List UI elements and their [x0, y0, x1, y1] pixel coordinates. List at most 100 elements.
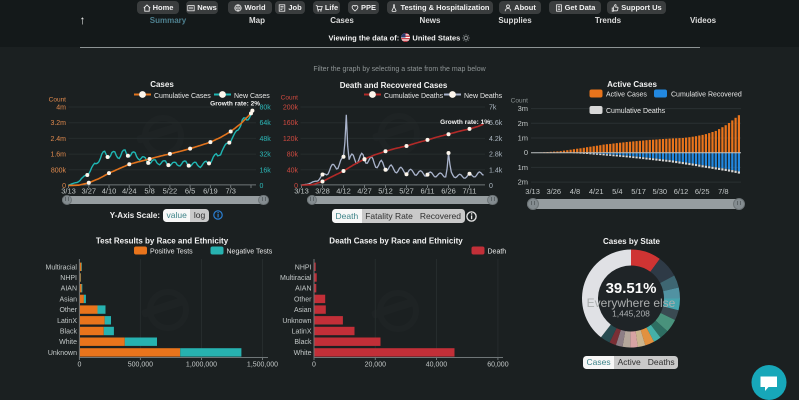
- svg-text:40k: 40k: [287, 167, 299, 174]
- svg-text:Unknown: Unknown: [48, 350, 77, 357]
- svg-text:Count: Count: [281, 95, 299, 102]
- svg-text:Count: Count: [49, 97, 67, 104]
- svg-text:4/12: 4/12: [336, 187, 351, 196]
- svg-text:LatinX: LatinX: [292, 329, 312, 336]
- svg-text:3/13: 3/13: [61, 187, 76, 196]
- svg-text:Active Cases: Active Cases: [607, 80, 657, 89]
- svg-text:4/21: 4/21: [589, 187, 604, 196]
- svg-text:6/5: 6/5: [185, 187, 195, 196]
- svg-text:4/24: 4/24: [122, 187, 137, 196]
- svg-text:Multiracial: Multiracial: [280, 275, 312, 282]
- svg-text:5/27: 5/27: [399, 187, 414, 196]
- svg-text:Test Results by Race and Ethni: Test Results by Race and Ethnicity: [96, 237, 229, 246]
- svg-text:7/11: 7/11: [462, 187, 476, 196]
- svg-text:Asian: Asian: [294, 307, 312, 314]
- svg-text:Everywhere else: Everywhere else: [587, 296, 676, 310]
- svg-text:0: 0: [62, 183, 66, 190]
- svg-text:6/19: 6/19: [203, 187, 218, 196]
- svg-text:0: 0: [524, 148, 528, 157]
- svg-text:0: 0: [312, 362, 316, 369]
- svg-text:5/4: 5/4: [612, 187, 622, 196]
- svg-text:Other: Other: [294, 296, 312, 303]
- svg-text:60,000: 60,000: [487, 362, 509, 369]
- svg-text:3/26: 3/26: [546, 187, 561, 196]
- svg-text:Death: Death: [488, 249, 507, 256]
- svg-text:1,500,000: 1,500,000: [247, 362, 278, 369]
- svg-text:1m: 1m: [518, 163, 528, 172]
- svg-text:3.2m: 3.2m: [50, 120, 66, 127]
- svg-text:Cumulative Recovered: Cumulative Recovered: [671, 92, 742, 99]
- svg-text:3/13: 3/13: [525, 187, 540, 196]
- svg-text:1.6m: 1.6m: [50, 152, 66, 159]
- svg-text:Count: Count: [511, 98, 529, 105]
- svg-text:Death and Recovered Cases: Death and Recovered Cases: [340, 81, 448, 90]
- svg-text:64k: 64k: [260, 120, 272, 127]
- svg-text:32k: 32k: [260, 152, 272, 159]
- svg-text:200k: 200k: [283, 105, 299, 112]
- svg-text:Cases: Cases: [150, 80, 174, 89]
- svg-text:4.2k: 4.2k: [489, 136, 503, 143]
- svg-text:New Cases: New Cases: [234, 93, 270, 100]
- svg-text:Active Cases: Active Cases: [606, 92, 647, 99]
- svg-text:Cumulative Cases: Cumulative Cases: [154, 93, 211, 100]
- svg-text:4/27: 4/27: [357, 187, 372, 196]
- svg-text:2.4m: 2.4m: [50, 136, 66, 143]
- svg-text:5/22: 5/22: [163, 187, 178, 196]
- svg-text:48k: 48k: [260, 136, 272, 143]
- svg-text:80k: 80k: [260, 105, 272, 112]
- svg-text:NHPI: NHPI: [295, 264, 312, 271]
- svg-text:5/30: 5/30: [652, 187, 667, 196]
- svg-text:0: 0: [77, 362, 81, 369]
- svg-text:Asian: Asian: [59, 296, 77, 303]
- svg-text:1,445,208: 1,445,208: [612, 309, 650, 319]
- svg-text:White: White: [59, 339, 77, 346]
- svg-text:2.8k: 2.8k: [489, 152, 503, 159]
- svg-text:0: 0: [294, 183, 298, 190]
- svg-text:AIAN: AIAN: [61, 286, 77, 293]
- svg-text:0: 0: [489, 183, 493, 190]
- svg-text:Cases by State: Cases by State: [603, 237, 660, 246]
- svg-text:Other: Other: [59, 307, 77, 314]
- svg-text:Death Cases by Race and Ethnic: Death Cases by Race and Ethnicity: [329, 237, 463, 246]
- svg-text:0: 0: [260, 183, 264, 190]
- svg-text:80k: 80k: [287, 152, 299, 159]
- svg-text:3/27: 3/27: [81, 187, 96, 196]
- svg-text:500,000: 500,000: [128, 362, 153, 369]
- svg-text:40,000: 40,000: [426, 362, 448, 369]
- svg-text:Positive Tests: Positive Tests: [150, 249, 193, 256]
- svg-text:800k: 800k: [51, 167, 67, 174]
- svg-text:2m: 2m: [518, 119, 528, 128]
- svg-text:New Deaths: New Deaths: [464, 93, 503, 100]
- svg-text:6/12: 6/12: [674, 187, 689, 196]
- svg-text:7k: 7k: [489, 105, 497, 112]
- svg-text:Cumulative Deaths: Cumulative Deaths: [384, 93, 444, 100]
- svg-text:Multiracial: Multiracial: [45, 264, 77, 271]
- svg-text:1,000,000: 1,000,000: [186, 362, 217, 369]
- svg-text:NHPI: NHPI: [60, 275, 77, 282]
- svg-text:5/8: 5/8: [144, 187, 154, 196]
- svg-text:6/25: 6/25: [695, 187, 710, 196]
- svg-text:AIAN: AIAN: [295, 286, 311, 293]
- svg-text:Unknown: Unknown: [282, 318, 311, 325]
- svg-text:2m: 2m: [518, 178, 528, 187]
- svg-text:Negative Tests: Negative Tests: [227, 249, 273, 256]
- svg-text:39.51%: 39.51%: [606, 280, 657, 297]
- svg-text:16k: 16k: [260, 167, 272, 174]
- svg-text:4/10: 4/10: [102, 187, 117, 196]
- svg-text:3/13: 3/13: [294, 187, 309, 196]
- svg-text:6/11: 6/11: [420, 187, 434, 196]
- svg-text:5.6k: 5.6k: [489, 120, 503, 127]
- svg-text:5/12: 5/12: [378, 187, 393, 196]
- svg-text:20,000: 20,000: [365, 362, 387, 369]
- svg-text:6/26: 6/26: [441, 187, 456, 196]
- svg-text:4m: 4m: [56, 105, 66, 112]
- svg-text:Black: Black: [60, 329, 78, 336]
- svg-text:4/8: 4/8: [570, 187, 580, 196]
- svg-text:Black: Black: [294, 339, 312, 346]
- svg-text:3m: 3m: [518, 104, 528, 113]
- svg-text:3/28: 3/28: [315, 187, 330, 196]
- svg-text:120k: 120k: [283, 136, 299, 143]
- svg-text:Growth rate: 2%: Growth rate: 2%: [210, 101, 260, 108]
- svg-text:1.4k: 1.4k: [489, 167, 503, 174]
- svg-text:7/3: 7/3: [225, 187, 235, 196]
